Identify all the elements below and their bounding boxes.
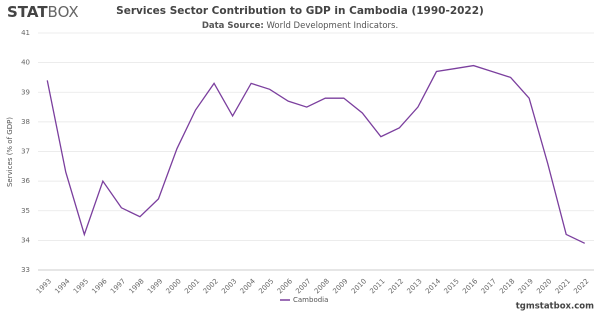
y-axis-label: Services (% of GDP) [6,117,14,187]
x-tick-label: 2012 [387,277,405,295]
x-tick-label: 2021 [554,277,572,295]
x-tick-label: 2018 [498,277,516,295]
y-tick-label: 35 [21,207,30,215]
y-tick-label: 37 [21,148,30,156]
logo-light: BOX [48,3,79,21]
x-tick-label: 1997 [109,277,127,295]
x-tick-label: 2010 [350,277,368,295]
x-tick-label: 2020 [535,277,553,295]
x-tick-label: 2011 [368,277,386,295]
y-tick-label: 41 [21,29,30,37]
x-tick-label: 2006 [276,277,295,296]
y-tick-label: 34 [21,236,30,244]
x-tick-label: 2007 [294,277,312,295]
chart-title: Services Sector Contribution to GDP in C… [116,5,484,17]
legend-label: Cambodia [293,296,328,304]
logo-bold: STAT [7,3,48,21]
y-tick-label: 33 [21,266,30,274]
x-tick-label: 2004 [239,277,258,296]
x-tick-label: 2003 [220,277,238,295]
x-tick-label: 2022 [572,277,590,295]
x-tick-label: 2008 [313,277,331,295]
footer: tgmstatbox.com [516,302,594,312]
x-tick-label: 2005 [257,277,275,295]
line-series [46,64,586,244]
x-tick-label: 2014 [424,277,443,296]
x-tick-label: 1999 [146,277,164,295]
x-tick-label: 1998 [127,277,145,295]
y-tick-label: 38 [21,118,30,126]
y-tick-label: 39 [21,88,30,96]
x-tick-label: 2001 [183,277,201,295]
source: World Development Indicators. [266,21,398,31]
x-tick-label: 2002 [202,277,220,295]
x-tick-label: 1994 [53,277,72,296]
y-tick-label: 36 [21,177,30,185]
x-tick-label: 2019 [517,277,535,295]
x-tick-label: 2017 [480,277,498,295]
x-tick-label: 2000 [165,277,183,295]
x-tick-label: 2013 [405,277,423,295]
y-tick-label: 40 [21,59,30,67]
x-tick-label: 2015 [443,277,461,295]
x-tick-label: 1993 [35,277,53,295]
x-tick-label: 1996 [90,277,109,296]
source-label: Data Source: [202,21,264,31]
logo: STATBOX [7,3,79,21]
x-tick-label: 2016 [461,277,480,296]
subtitle: Data Source: World Development Indicator… [202,21,398,31]
x-tick-label: 1995 [72,277,90,295]
x-tick-label: 2009 [331,277,349,295]
